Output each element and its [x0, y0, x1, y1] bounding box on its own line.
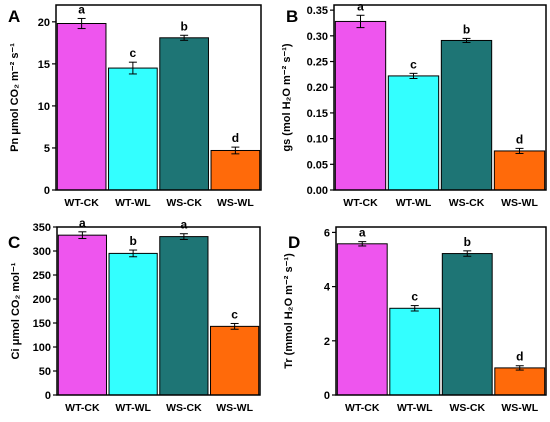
x-tick-label: WS-CK [449, 197, 485, 209]
panel-letter: B [286, 7, 298, 26]
y-tick-label: 5 [44, 143, 50, 155]
bar-wt-ck [336, 243, 388, 396]
y-tick-label: 0.35 [307, 5, 328, 17]
panel-d: DTr (mmol H₂O m⁻² s⁻¹) 0 2 4 6 a WT-CK c WT-WL b W… [283, 226, 547, 414]
bar-wt-ck [56, 23, 107, 191]
significance-label: c [410, 57, 417, 71]
bar-wt-wl [108, 252, 158, 396]
x-tick-label: WT-WL [396, 197, 432, 209]
panel-letter: D [288, 233, 300, 252]
plot-frame [55, 4, 262, 191]
y-tick-label: 50 [39, 366, 51, 378]
bar-ws-wl [210, 149, 261, 191]
bar-ws-wl [494, 367, 546, 396]
panel-a: A Pn μmol CO₂ m⁻² s⁻¹ 0 5 10 15 20 a WT-CK c WT-WL… [8, 2, 262, 209]
y-tick-label: 10 [38, 101, 50, 113]
y-tick-label: 300 [33, 246, 51, 258]
x-tick-label: WT-CK [343, 197, 378, 209]
significance-label: b [464, 235, 471, 249]
y-tick-label: 350 [33, 222, 51, 234]
significance-label: a [79, 216, 86, 230]
bar-wt-ck [334, 20, 387, 191]
significance-label: d [232, 131, 239, 145]
bar-ws-wl [210, 325, 260, 396]
y-tick-label: 15 [38, 59, 50, 71]
y-tick-label: 200 [33, 294, 51, 306]
x-tick-label: WT-CK [64, 197, 99, 209]
plot-frame [56, 226, 261, 396]
bar-ws-ck [159, 37, 209, 191]
bar-wt-wl [387, 75, 440, 191]
significance-label: d [516, 132, 523, 146]
y-tick-label: 0 [45, 390, 51, 402]
significance-label: b [180, 19, 187, 33]
panel-letter: C [8, 233, 20, 252]
significance-label: c [411, 290, 418, 304]
y-tick-label: 2 [324, 336, 330, 348]
x-tick-label: WS-CK [166, 402, 202, 414]
bar-wt-wl [389, 307, 441, 396]
x-tick-label: WS-WL [501, 402, 538, 414]
bar-ws-ck [441, 253, 493, 396]
y-tick-label: 150 [33, 318, 51, 330]
significance-label: c [231, 307, 238, 321]
y-tick-label: 0.10 [307, 134, 328, 146]
y-tick-label: 0 [44, 185, 50, 197]
panel-letter: A [8, 7, 20, 26]
x-tick-label: WS-WL [216, 402, 253, 414]
bar-wt-ck [57, 234, 107, 396]
y-tick-label: 100 [33, 342, 51, 354]
y-tick-label: 0.30 [307, 31, 328, 43]
panel-c: C Ci μmol CO₂ mol⁻¹ 0 50 100 150 200 250 300 350 a… [8, 216, 261, 414]
significance-label: d [516, 350, 523, 364]
x-tick-label: WS-WL [501, 197, 538, 209]
significance-label: a [78, 2, 85, 16]
y-tick-label: 0.15 [307, 108, 328, 120]
x-tick-label: WS-WL [217, 197, 254, 209]
y-axis-label: Pn μmol CO₂ m⁻² s⁻¹ [9, 43, 21, 152]
x-tick-label: WS-CK [166, 197, 202, 209]
significance-label: a [181, 218, 188, 232]
bar-ws-ck [159, 236, 209, 396]
bar-ws-wl [493, 150, 546, 191]
x-tick-label: WT-WL [397, 402, 433, 414]
bar-ws-ck [440, 39, 493, 191]
x-tick-label: WT-WL [115, 402, 151, 414]
y-tick-label: 0.00 [307, 185, 328, 197]
significance-label: c [130, 46, 137, 60]
significance-label: b [129, 234, 136, 248]
x-tick-label: WS-CK [449, 402, 485, 414]
bar-wt-wl [108, 67, 158, 191]
x-tick-label: WT-WL [115, 197, 151, 209]
y-tick-label: 4 [324, 282, 331, 294]
significance-label: a [357, 0, 364, 13]
x-tick-label: WT-CK [345, 402, 380, 414]
y-tick-label: 0.25 [307, 57, 328, 69]
y-tick-label: 0 [324, 390, 330, 402]
y-tick-label: 0.05 [307, 159, 328, 171]
y-axis-label: Ci μmol CO₂ mol⁻¹ [10, 262, 22, 359]
plot-frame [335, 226, 547, 396]
significance-label: b [463, 22, 470, 36]
y-tick-label: 250 [33, 270, 51, 282]
y-tick-label: 6 [324, 227, 330, 239]
y-tick-label: 0.20 [307, 82, 328, 94]
plot-frame [333, 4, 547, 191]
y-tick-label: 20 [38, 17, 50, 29]
significance-label: a [359, 226, 366, 240]
y-axis-label: gs (mol H₂O m⁻² s⁻¹) [281, 43, 293, 152]
x-tick-label: WT-CK [65, 402, 100, 414]
panel-b: Bgs (mol H₂O m⁻² s⁻¹) 0.00 0.05 0.10 0.15 0.2… [281, 0, 547, 209]
y-axis-label: Tr (mmol H₂O m⁻² s⁻¹) [283, 253, 295, 369]
